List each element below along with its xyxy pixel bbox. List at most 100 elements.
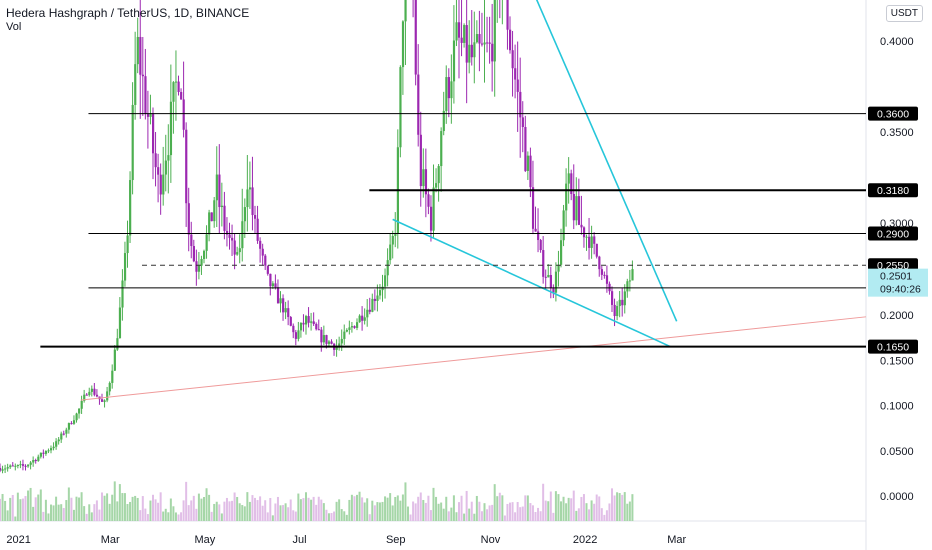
candle-body bbox=[205, 234, 208, 251]
candle-body bbox=[544, 276, 547, 278]
volume-bar bbox=[368, 514, 371, 521]
volume-bar bbox=[88, 504, 91, 521]
candle-body bbox=[447, 77, 450, 99]
volume-bar bbox=[126, 504, 129, 521]
volume-bar bbox=[470, 501, 473, 521]
candle-body bbox=[6, 467, 9, 469]
volume-bar bbox=[582, 494, 585, 521]
volume-bar bbox=[460, 495, 463, 521]
currency-button[interactable]: USDT bbox=[885, 5, 923, 22]
volume-bar bbox=[172, 506, 175, 521]
volume-bar bbox=[205, 488, 208, 521]
volume-bar bbox=[501, 495, 504, 521]
candle-body bbox=[197, 265, 201, 272]
volume-bar bbox=[463, 513, 466, 521]
volume-bar bbox=[588, 509, 591, 521]
volume-bar bbox=[47, 513, 50, 521]
volume-bar bbox=[626, 503, 629, 521]
candle-body bbox=[348, 327, 351, 330]
volume-bar bbox=[325, 509, 328, 521]
candle-body bbox=[126, 235, 129, 254]
candle-body bbox=[279, 298, 282, 304]
candle-body bbox=[57, 439, 60, 442]
candle-body bbox=[537, 231, 540, 241]
candle-body bbox=[521, 117, 524, 128]
volume-bar bbox=[34, 497, 37, 521]
candle-body bbox=[228, 234, 231, 238]
volume-bar bbox=[381, 501, 384, 521]
volume-bar bbox=[44, 499, 47, 521]
volume-bar bbox=[353, 496, 356, 521]
volume-bar bbox=[307, 497, 310, 521]
candle-body bbox=[358, 315, 361, 323]
x-tick-label: Mar bbox=[101, 534, 120, 546]
support-trendline[interactable] bbox=[80, 316, 867, 401]
volume-bar bbox=[129, 501, 132, 521]
candle-body bbox=[297, 330, 300, 339]
candle-body bbox=[575, 196, 578, 221]
candle-body bbox=[101, 399, 104, 402]
candle-body bbox=[78, 408, 81, 414]
candle-body bbox=[44, 450, 48, 454]
volume-bar bbox=[468, 508, 471, 521]
candle-body bbox=[305, 316, 308, 325]
candle-body bbox=[353, 326, 356, 328]
level-price-label: 0.1650 bbox=[877, 342, 909, 354]
volume-bar bbox=[269, 498, 272, 521]
candle-body bbox=[588, 236, 591, 248]
volume-bar bbox=[60, 504, 63, 521]
volume-bar bbox=[531, 505, 534, 521]
candle-body bbox=[460, 37, 463, 43]
volume-bar bbox=[29, 487, 32, 521]
candle-body bbox=[547, 274, 550, 278]
volume-bar bbox=[608, 503, 611, 521]
volume-bar bbox=[225, 497, 228, 521]
candle-body bbox=[455, 22, 458, 41]
candle-body bbox=[182, 99, 185, 130]
volume-bar bbox=[333, 511, 336, 521]
volume-bar bbox=[593, 503, 596, 521]
volume-bar bbox=[80, 492, 83, 521]
candle-body bbox=[312, 321, 315, 324]
level-price-badge bbox=[868, 226, 918, 241]
upper-wedge-line[interactable] bbox=[495, 0, 678, 322]
volume-bar bbox=[72, 509, 75, 521]
candle-body bbox=[628, 280, 632, 282]
candle-body bbox=[325, 335, 328, 344]
candle-body bbox=[264, 255, 267, 266]
volume-bar bbox=[108, 503, 111, 521]
candle-body bbox=[90, 388, 93, 392]
volume-bar bbox=[93, 504, 96, 521]
volume-bar bbox=[261, 505, 264, 521]
volume-bar bbox=[243, 506, 246, 521]
candle-body bbox=[192, 246, 195, 262]
volume-bar bbox=[539, 511, 542, 521]
level-price-badge bbox=[868, 106, 918, 121]
volume-bar bbox=[585, 503, 588, 521]
candle-body bbox=[203, 250, 206, 259]
volume-bars bbox=[0, 481, 634, 521]
volume-bar bbox=[27, 490, 30, 521]
volume-bar bbox=[396, 495, 399, 521]
candle-body bbox=[67, 423, 71, 430]
volume-bar bbox=[343, 511, 346, 521]
candle-body bbox=[146, 113, 150, 117]
volume-bar bbox=[144, 508, 147, 521]
volume-bar bbox=[167, 512, 170, 521]
volume-bar bbox=[598, 496, 601, 521]
candle-body bbox=[238, 248, 241, 253]
candle-body bbox=[618, 299, 621, 307]
candle-body bbox=[134, 64, 137, 105]
volume-bar bbox=[75, 496, 78, 521]
volume-bar bbox=[276, 496, 279, 521]
candle-body bbox=[371, 298, 374, 312]
candle-body bbox=[429, 206, 433, 231]
volume-bar bbox=[85, 513, 88, 521]
volume-bar bbox=[483, 503, 486, 521]
x-tick-label: 2022 bbox=[573, 534, 597, 546]
lower-wedge-line[interactable] bbox=[392, 218, 671, 348]
volume-bar bbox=[327, 513, 330, 521]
volume-bar bbox=[384, 496, 387, 521]
candle-body bbox=[401, 21, 405, 68]
